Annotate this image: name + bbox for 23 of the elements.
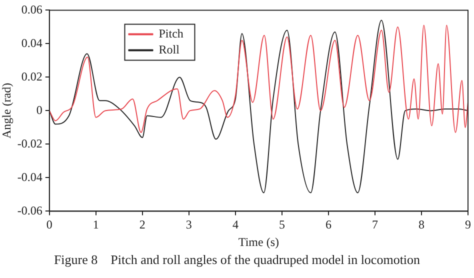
line-series [49, 24, 468, 133]
x-tick-label: 9 [465, 218, 471, 232]
x-tick-label: 2 [139, 218, 146, 232]
y-tick-label: -0.04 [17, 170, 42, 184]
x-axis-title: Time (s) [238, 234, 279, 249]
y-tick-label: 0.04 [21, 36, 42, 50]
x-tick-label: 5 [278, 218, 285, 232]
y-tick-label: 0.06 [21, 2, 42, 16]
y-tick-label: 0 [36, 102, 42, 117]
y-tick-label: -0.06 [17, 203, 42, 218]
x-tick-label: 4 [232, 218, 238, 232]
legend-label: Roll [158, 42, 180, 56]
x-tick-label: 0 [46, 218, 52, 232]
x-tick-label: 6 [325, 218, 332, 232]
x-tick-label: 8 [418, 218, 424, 232]
y-tick-label: 0.02 [21, 69, 42, 84]
caption: Figure 8 Pitch and roll angles of the quadruped model in locomotion [52, 252, 422, 268]
y-axis-title: Angle (rad) [0, 82, 14, 139]
x-tick-label: 1 [92, 218, 99, 232]
x-tick-label: 7 [372, 218, 378, 232]
y-tick-label: -0.02 [17, 136, 42, 150]
x-tick-label: 3 [186, 218, 192, 232]
legend-label: Pitch [158, 26, 184, 40]
